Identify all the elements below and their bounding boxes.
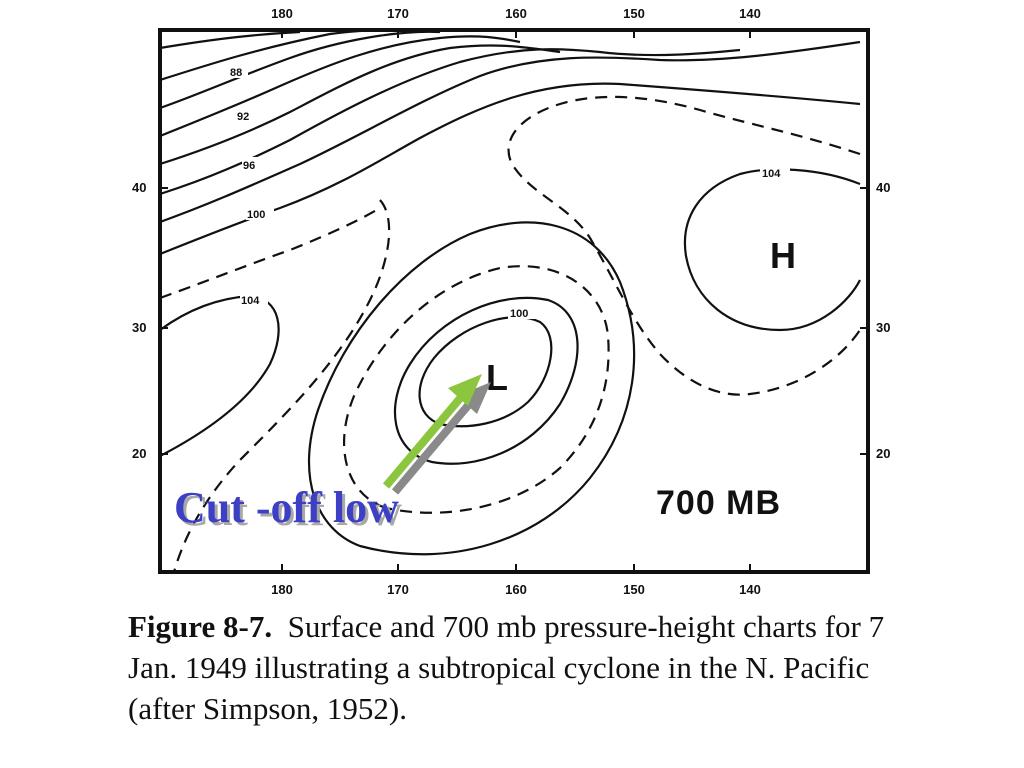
annotation-arrow — [382, 374, 491, 495]
contour-low-middle — [393, 296, 579, 465]
contour-label-104-high: 104 — [762, 168, 781, 180]
map-frame — [158, 28, 870, 574]
contour-low-inner — [418, 316, 553, 428]
contour-nw-4 — [160, 35, 521, 138]
low-pressure-center: L — [486, 357, 508, 398]
cutoff-low-annotation: Cut -off low — [174, 483, 399, 532]
top-axis-label-170: 170 — [387, 6, 409, 21]
contour-nw-3 — [160, 30, 441, 110]
top-axis-label-180: 180 — [271, 6, 293, 21]
dashed-contour-nw — [160, 207, 381, 300]
top-axis-label-140: 140 — [739, 6, 761, 21]
cutoff-low-shadow: Cut -off low — [177, 486, 402, 535]
high-pressure-center: H — [770, 235, 796, 276]
bottom-axis-label-140: 140 — [739, 582, 761, 597]
pressure-height-map: 180 170 160 150 140 180 170 160 150 140 … — [132, 6, 890, 597]
right-axis-label-40: 40 — [876, 180, 890, 195]
top-axis: 180 170 160 150 140 — [271, 6, 761, 21]
contour-label-88: 88 — [230, 67, 242, 79]
dashed-contours — [160, 95, 861, 572]
figure-caption: Figure 8-7. Surface and 700 mb pressure-… — [128, 606, 908, 729]
contour-104-west — [160, 294, 280, 457]
contour-nw-7 — [160, 40, 861, 224]
bottom-axis: 180 170 160 150 140 — [271, 582, 761, 597]
bottom-axis-label-160: 160 — [505, 582, 527, 597]
bottom-axis-label-150: 150 — [623, 582, 645, 597]
caption-text: Surface and 700 mb pressure-height chart… — [128, 609, 885, 726]
contour-label-92: 92 — [237, 111, 249, 123]
contour-nw-6 — [160, 48, 741, 196]
pressure-level-label: 700 MB — [656, 484, 781, 522]
top-axis-label-150: 150 — [623, 6, 645, 21]
contour-label-100-low: 100 — [510, 308, 528, 320]
bottom-axis-label-180: 180 — [271, 582, 293, 597]
right-axis-label-20: 20 — [876, 446, 890, 461]
contour-label-104-west: 104 — [241, 295, 260, 307]
contour-nw-5 — [160, 44, 561, 166]
caption-title: Figure 8-7. — [128, 609, 273, 644]
right-axis: 40 30 20 — [876, 180, 890, 461]
contour-100 — [160, 82, 861, 256]
dashed-contour-ridge — [507, 95, 861, 396]
left-axis-label-20: 20 — [132, 446, 146, 461]
contour-label-96: 96 — [243, 160, 255, 172]
bottom-axis-label-170: 170 — [387, 582, 409, 597]
dashed-contour-low — [343, 265, 610, 514]
contour-low-outer — [307, 221, 636, 556]
contour-labels: 88 92 96 100 104 100 104 — [228, 64, 790, 320]
left-axis-label-40: 40 — [132, 180, 146, 195]
right-axis-label-30: 30 — [876, 320, 890, 335]
contour-label-100: 100 — [247, 209, 265, 221]
contour-nw-1 — [160, 30, 301, 50]
left-axis-label-30: 30 — [132, 320, 146, 335]
top-axis-label-160: 160 — [505, 6, 527, 21]
left-axis: 40 30 20 — [132, 180, 146, 461]
